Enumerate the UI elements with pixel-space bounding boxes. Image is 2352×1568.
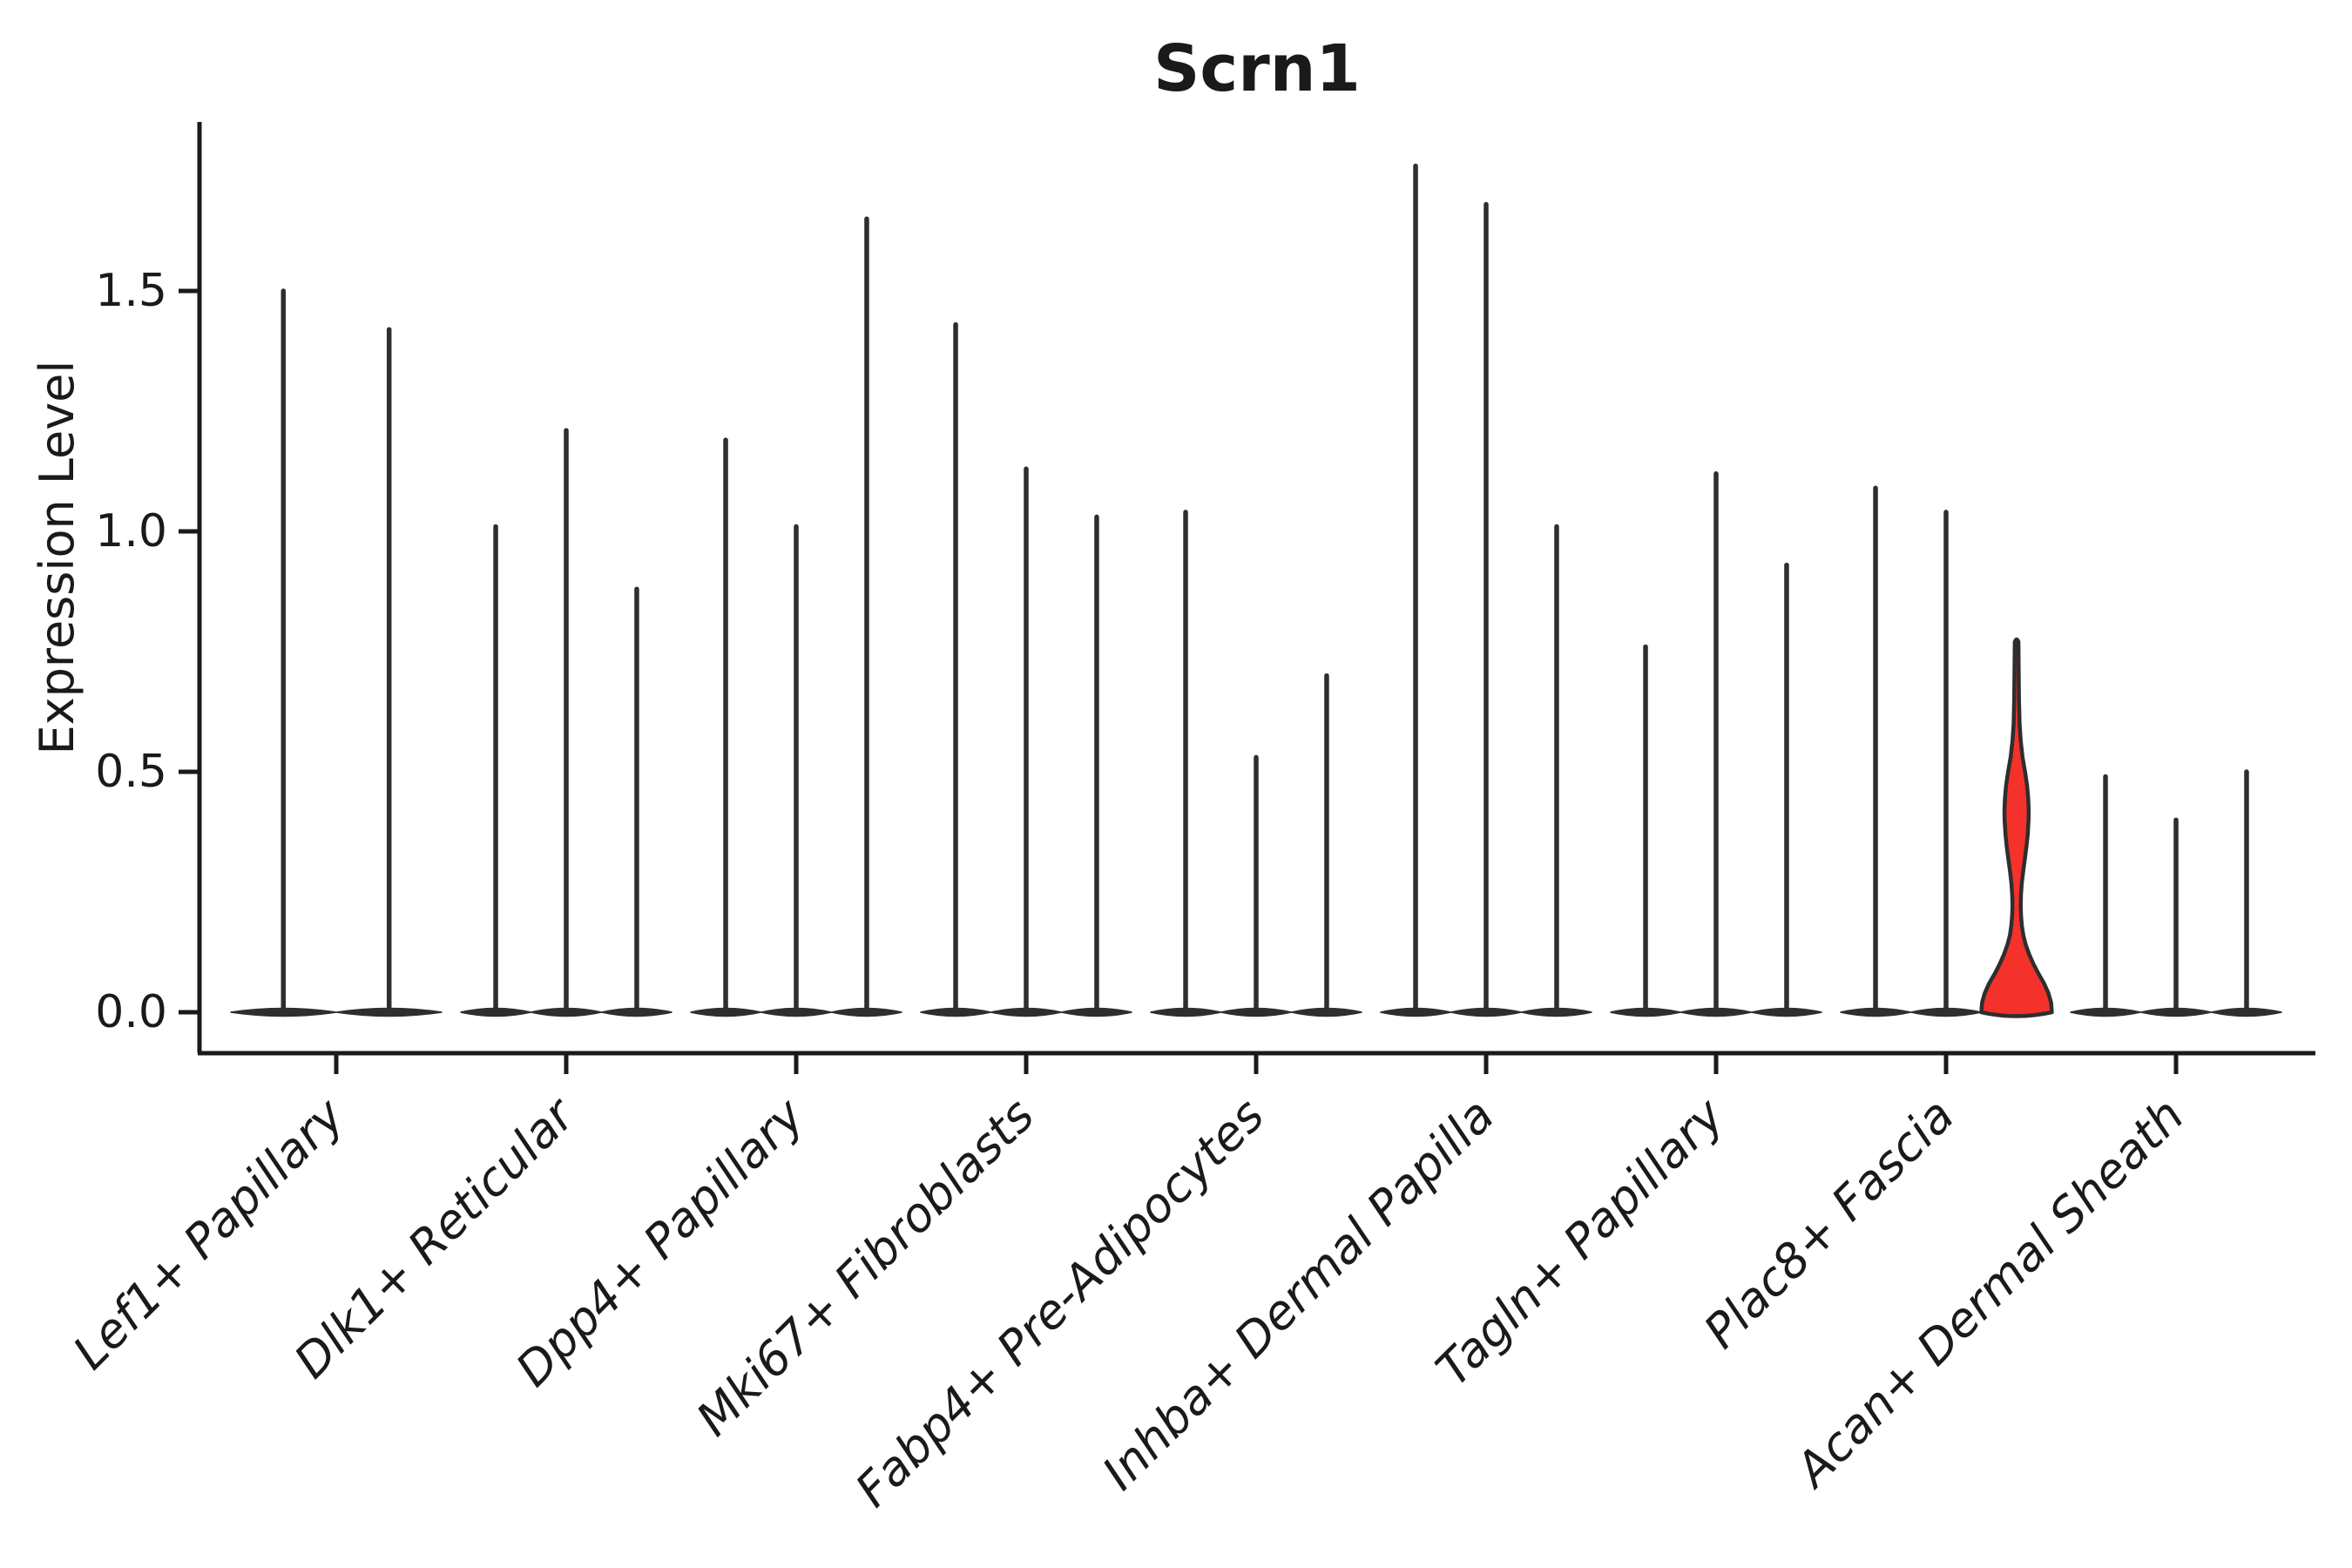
x-tick-marks <box>334 1053 2179 1074</box>
x-tick-label: Fabp4+ Pre-Adipocytes <box>845 1088 1274 1517</box>
y-tick-label: 1.5 <box>95 265 167 317</box>
x-tick-label: Acan+ Dermal Sheath <box>1783 1088 2194 1499</box>
x-tick-label: Inhba+ Dermal Papilla <box>1092 1088 1504 1501</box>
x-tick-label: Plac8+ Fascia <box>1693 1088 1964 1359</box>
y-tick-label: 0.0 <box>95 986 167 1038</box>
y-tick-label: 1.0 <box>95 505 167 558</box>
y-tick-labels: 0.0 0.5 1.0 1.5 <box>95 265 167 1038</box>
y-axis-label: Expression Level <box>30 361 84 755</box>
violins-layer <box>230 163 2282 1018</box>
highlighted-violin <box>1979 637 2054 1018</box>
y-tick-label: 0.5 <box>95 746 167 798</box>
y-tick-marks <box>179 288 199 1015</box>
x-tick-labels: Lef1+ Papillary Dlk1+ Reticular Dpp4+ Pa… <box>63 1086 2194 1517</box>
chart-title: Scrn1 <box>1153 31 1361 106</box>
